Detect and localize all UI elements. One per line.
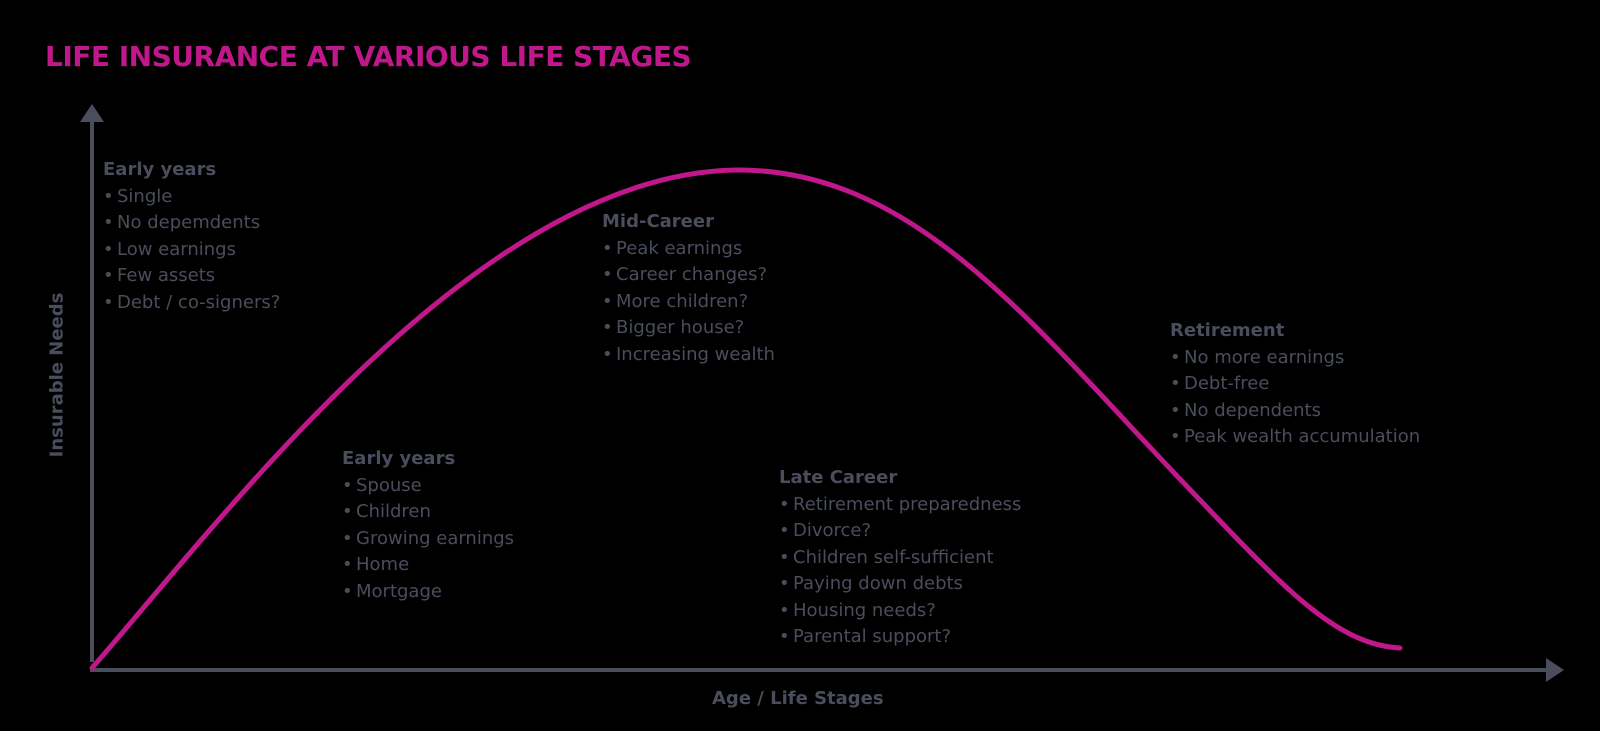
stage-list: Peak earnings Career changes? More child… — [602, 236, 775, 369]
list-item: Home — [342, 552, 514, 579]
stage-list: Single No depemdents Low earnings Few as… — [103, 184, 280, 317]
list-item: Increasing wealth — [602, 342, 775, 369]
list-item: Debt / co-signers? — [103, 290, 280, 317]
stage-list: No more earnings Debt-free No dependents… — [1170, 345, 1420, 451]
x-axis-arrow-icon — [1546, 658, 1564, 682]
list-item: Debt-free — [1170, 371, 1420, 398]
list-item: No more earnings — [1170, 345, 1420, 372]
y-axis-label: Insurable Needs — [46, 292, 68, 458]
list-item: Peak earnings — [602, 236, 775, 263]
stage-mid-career: Mid-Career Peak earnings Career changes?… — [602, 209, 775, 368]
stage-heading: Early years — [103, 159, 217, 180]
list-item: Housing needs? — [779, 598, 1021, 625]
stage-early-years-family: Early years Spouse Children Growing earn… — [342, 446, 514, 605]
list-item: Growing earnings — [342, 526, 514, 553]
list-item: Single — [103, 184, 280, 211]
list-item: Children — [342, 499, 514, 526]
list-item: Parental support? — [779, 624, 1021, 651]
list-item: More children? — [602, 289, 775, 316]
stage-retirement: Retirement No more earnings Debt-free No… — [1170, 318, 1420, 451]
stage-heading: Mid-Career — [602, 211, 714, 232]
list-item: Retirement preparedness — [779, 492, 1021, 519]
stage-early-years-single: Early years Single No depemdents Low ear… — [103, 157, 280, 316]
list-item: Bigger house? — [602, 315, 775, 342]
insurable-needs-curve — [89, 167, 1403, 671]
page-title: LIFE INSURANCE AT VARIOUS LIFE STAGES — [45, 40, 692, 73]
list-item: Divorce? — [779, 518, 1021, 545]
x-axis-label: Age / Life Stages — [712, 688, 884, 709]
list-item: No dependents — [1170, 398, 1420, 425]
list-item: Low earnings — [103, 237, 280, 264]
stage-list: Spouse Children Growing earnings Home Mo… — [342, 473, 514, 606]
list-item: Spouse — [342, 473, 514, 500]
list-item: Mortgage — [342, 579, 514, 606]
list-item: No depemdents — [103, 210, 280, 237]
list-item: Children self-sufficient — [779, 545, 1021, 572]
y-axis-arrow-icon — [80, 104, 104, 122]
stage-list: Retirement preparedness Divorce? Childre… — [779, 492, 1021, 651]
stage-heading: Retirement — [1170, 320, 1285, 341]
list-item: Paying down debts — [779, 571, 1021, 598]
list-item: Few assets — [103, 263, 280, 290]
stage-late-career: Late Career Retirement preparedness Divo… — [779, 465, 1021, 651]
stage-heading: Early years — [342, 448, 456, 469]
list-item: Peak wealth accumulation — [1170, 424, 1420, 451]
list-item: Career changes? — [602, 262, 775, 289]
stage-heading: Late Career — [779, 467, 898, 488]
